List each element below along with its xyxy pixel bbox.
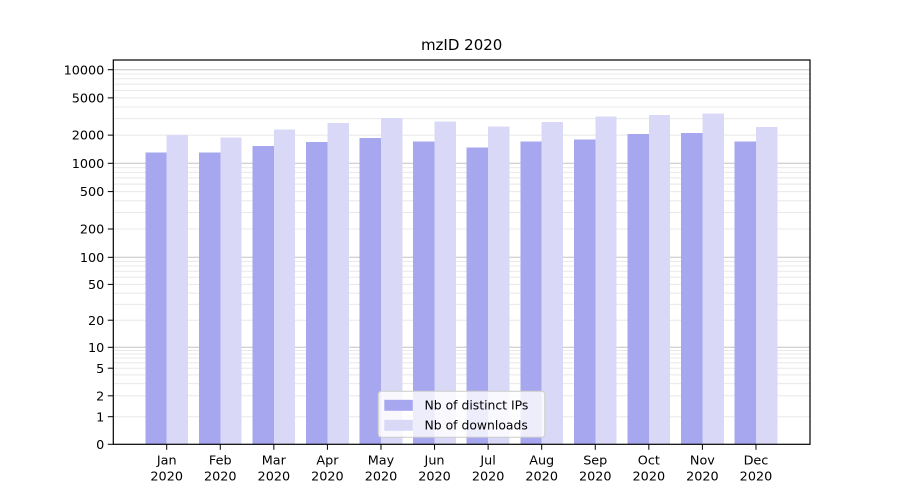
bar-nb-of-distinct-ips-feb-2020	[198, 152, 221, 445]
bar-nb-of-downloads-jun-2020	[434, 121, 456, 445]
plot-frame	[112, 59, 811, 445]
x-tick-label-apr-2020: Apr 2020	[311, 454, 344, 485]
bar-nb-of-downloads-aug-2020	[541, 122, 564, 445]
x-tick-label-sep-2020: Sep 2020	[579, 454, 612, 485]
y-tick-label-1000: 1000	[72, 157, 105, 172]
x-tick-label-jan-2020: Jan 2020	[150, 454, 183, 485]
y-tick-label-5: 5	[96, 362, 104, 377]
x-axis: Jan 2020 Feb 2020 Mar 2020 Apr 2020 May 2020 Jun 20…	[150, 444, 773, 485]
bar-nb-of-distinct-ips-dec-2020	[734, 141, 756, 445]
x-tick-label-jul-2020: Jul 2020	[472, 454, 505, 485]
y-tick-label-500: 500	[80, 185, 104, 200]
x-tick-label-nov-2020: Nov 2020	[686, 454, 719, 485]
y-tick-label-20: 20	[88, 314, 104, 329]
x-tick-label-oct-2020: Oct 2020	[633, 454, 666, 485]
bar-nb-of-distinct-ips-aug-2020	[520, 141, 542, 445]
legend-box	[377, 390, 546, 438]
bar-nb-of-downloads-oct-2020	[648, 114, 671, 445]
y-tick-label-0: 0	[96, 438, 104, 453]
bar-nb-of-downloads-nov-2020	[702, 113, 724, 445]
bar-nb-of-distinct-ips-jan-2020	[145, 152, 167, 445]
y-tick-label-10000: 10000	[64, 63, 105, 78]
y-axis: 0 1 2 5 10 20 50 100 200 500 1000 2000 5000 10000	[64, 63, 114, 453]
bar-nb-of-distinct-ips-may-2020	[359, 138, 381, 445]
bar-nb-of-distinct-ips-jul-2020	[466, 147, 489, 445]
x-tick-label-aug-2020: Aug 2020	[525, 454, 558, 485]
bar-nb-of-downloads-sep-2020	[595, 116, 617, 445]
y-tick-label-200: 200	[80, 223, 104, 238]
y-tick-label-10: 10	[88, 341, 104, 356]
x-tick-label-feb-2020: Feb 2020	[204, 454, 237, 485]
bar-nb-of-distinct-ips-apr-2020	[306, 142, 328, 445]
y-tick-label-100: 100	[80, 251, 104, 266]
x-tick-label-dec-2020: Dec 2020	[740, 454, 773, 485]
bar-nb-of-downloads-jan-2020	[166, 135, 189, 445]
x-tick-label-jun-2020: Jun 2020	[418, 454, 451, 485]
bar-nb-of-downloads-may-2020	[380, 117, 403, 445]
bar-nb-of-downloads-jul-2020	[488, 126, 510, 445]
legend-label-nb-of-distinct-ips: Nb of distinct IPs	[425, 397, 529, 412]
y-tick-label-1: 1	[96, 410, 104, 425]
bar-nb-of-distinct-ips-oct-2020	[627, 134, 649, 445]
bar-nb-of-downloads-mar-2020	[273, 129, 296, 445]
bar-nb-of-downloads-feb-2020	[220, 137, 242, 445]
legend-label-nb-of-downloads: Nb of downloads	[425, 417, 528, 432]
x-tick-label-may-2020: May 2020	[365, 454, 398, 485]
bars	[145, 113, 778, 445]
bar-nb-of-distinct-ips-nov-2020	[681, 132, 703, 445]
chart-title: mzID 2020	[421, 36, 502, 54]
bar-nb-of-distinct-ips-sep-2020	[573, 139, 596, 445]
y-tick-label-5000: 5000	[72, 91, 105, 106]
bar-nb-of-distinct-ips-jun-2020	[413, 141, 435, 445]
legend: Nb of distinct IPs Nb of downloads	[377, 390, 546, 438]
x-tick-label-mar-2020: Mar 2020	[258, 454, 291, 485]
y-tick-label-2: 2	[96, 389, 104, 404]
bar-nb-of-downloads-apr-2020	[327, 123, 349, 445]
bar-nb-of-distinct-ips-mar-2020	[252, 146, 274, 445]
y-tick-label-50: 50	[88, 278, 104, 293]
legend-swatch-nb-of-downloads	[384, 419, 413, 431]
bar-nb-of-downloads-dec-2020	[755, 127, 778, 445]
y-tick-label-2000: 2000	[72, 129, 105, 144]
legend-swatch-nb-of-distinct-ips	[384, 399, 413, 411]
